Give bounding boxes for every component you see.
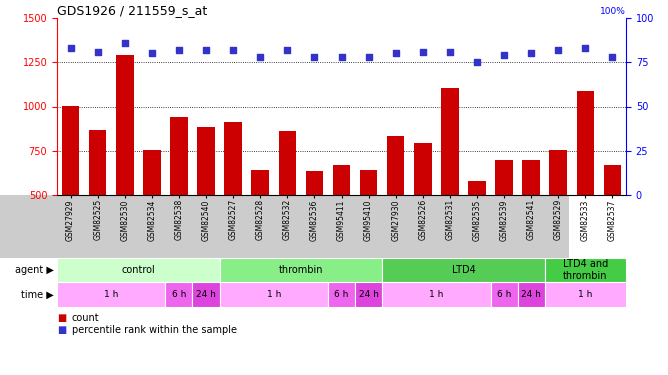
Point (607, 54, 618, 60)
Text: 1 h: 1 h (104, 290, 118, 299)
Bar (224, 122, 242, 284)
Point (390, 50, 401, 56)
Bar (305, 171, 323, 284)
Text: 1 h: 1 h (429, 290, 444, 299)
Bar (251, 170, 269, 284)
Text: percentile rank within the sample: percentile rank within the sample (71, 325, 236, 335)
Text: 6 h: 6 h (334, 290, 349, 299)
Text: 100%: 100% (600, 7, 626, 16)
Point (65, 45, 76, 51)
Bar (468, 181, 486, 284)
Bar (414, 143, 432, 284)
Text: thrombin: thrombin (279, 265, 323, 275)
Text: GDS1926 / 211559_s_at: GDS1926 / 211559_s_at (57, 4, 207, 17)
Point (553, 47, 564, 53)
Bar (328, 282, 355, 307)
Bar (544, 258, 626, 282)
Point (499, 52, 510, 58)
Point (228, 47, 238, 53)
Bar (360, 170, 377, 284)
Bar (382, 282, 490, 307)
Bar (220, 258, 382, 282)
Point (336, 54, 347, 60)
Text: time ▶: time ▶ (21, 290, 53, 300)
Point (526, 50, 536, 56)
Point (580, 45, 591, 51)
Point (363, 54, 374, 60)
Bar (89, 130, 106, 284)
Point (255, 54, 266, 60)
Bar (441, 88, 459, 284)
Point (309, 54, 320, 60)
Text: control: control (122, 265, 155, 275)
Point (444, 49, 455, 55)
Text: ■: ■ (57, 313, 66, 323)
Bar (550, 150, 567, 284)
Bar (604, 165, 621, 284)
Point (200, 47, 211, 53)
Bar (166, 282, 192, 307)
Text: 6 h: 6 h (497, 290, 511, 299)
Point (418, 49, 428, 55)
Bar (382, 258, 544, 282)
Text: LTD4 and
thrombin: LTD4 and thrombin (562, 259, 608, 281)
Bar (192, 282, 220, 307)
Text: 1 h: 1 h (578, 290, 593, 299)
Bar (495, 160, 513, 284)
Point (120, 40, 130, 46)
Bar (490, 282, 518, 307)
Bar (143, 150, 160, 284)
Bar (61, 106, 79, 284)
Text: agent ▶: agent ▶ (15, 265, 53, 275)
Bar (518, 282, 544, 307)
Bar (279, 131, 296, 284)
Bar (197, 127, 215, 284)
Bar (576, 92, 594, 284)
Text: 1 h: 1 h (267, 290, 281, 299)
Bar (57, 282, 166, 307)
Bar (170, 117, 188, 284)
Bar (333, 165, 350, 284)
Text: 6 h: 6 h (172, 290, 186, 299)
Text: LTD4: LTD4 (452, 265, 476, 275)
Text: 24 h: 24 h (359, 290, 379, 299)
Point (282, 47, 293, 53)
Text: count: count (71, 313, 100, 323)
Point (146, 50, 157, 56)
Text: 24 h: 24 h (521, 290, 541, 299)
Text: 24 h: 24 h (196, 290, 216, 299)
Bar (116, 55, 134, 284)
Bar (220, 282, 328, 307)
Bar (57, 258, 220, 282)
Point (92, 49, 103, 55)
Bar (522, 160, 540, 284)
Bar (355, 282, 382, 307)
Point (472, 59, 482, 65)
Bar (544, 282, 626, 307)
Text: ■: ■ (57, 325, 66, 335)
Point (174, 47, 184, 53)
Bar (387, 136, 405, 284)
